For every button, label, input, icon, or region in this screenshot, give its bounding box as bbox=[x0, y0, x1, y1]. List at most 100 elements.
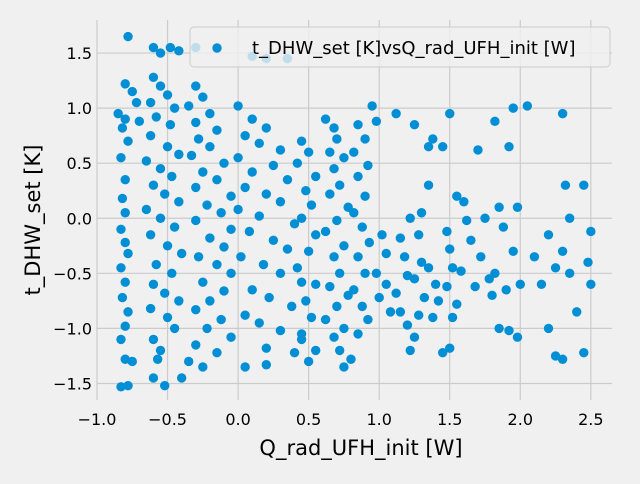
data-point bbox=[385, 307, 396, 317]
data-point bbox=[116, 263, 126, 273]
data-point bbox=[353, 119, 363, 130]
x-axis-ticks: −1.0 −0.5 0.0 0.5 1.0 1.5 2.0 2.5 bbox=[78, 410, 604, 429]
data-point bbox=[487, 290, 497, 301]
data-point bbox=[501, 285, 511, 295]
data-point bbox=[169, 222, 180, 232]
data-point bbox=[120, 79, 130, 89]
data-point bbox=[169, 103, 180, 113]
data-point bbox=[226, 224, 236, 234]
data-point bbox=[145, 97, 156, 108]
data-point bbox=[363, 314, 373, 325]
legend-box bbox=[189, 26, 611, 68]
x-tick-label: −0.5 bbox=[148, 410, 187, 429]
data-point bbox=[306, 200, 317, 210]
data-point bbox=[247, 114, 257, 124]
data-point bbox=[498, 222, 509, 232]
data-point bbox=[155, 345, 166, 356]
data-point bbox=[371, 268, 382, 279]
data-point bbox=[155, 213, 166, 223]
data-point bbox=[353, 171, 363, 182]
data-point bbox=[515, 279, 525, 290]
data-point bbox=[169, 323, 180, 334]
data-point bbox=[205, 233, 215, 243]
data-point bbox=[329, 163, 339, 174]
data-point bbox=[557, 246, 568, 257]
data-point bbox=[334, 268, 345, 279]
data-point bbox=[325, 189, 335, 199]
data-point bbox=[282, 175, 293, 185]
data-point bbox=[198, 362, 208, 372]
data-point bbox=[258, 259, 269, 270]
data-point bbox=[244, 226, 255, 237]
data-point bbox=[579, 347, 589, 358]
y-tick-label: 0.5 bbox=[67, 154, 92, 173]
data-point bbox=[564, 213, 575, 223]
data-point bbox=[289, 347, 300, 358]
data-point bbox=[473, 145, 483, 155]
data-point bbox=[233, 101, 243, 111]
data-point bbox=[564, 268, 575, 279]
data-point bbox=[586, 226, 596, 237]
data-point bbox=[310, 279, 321, 290]
data-point bbox=[120, 175, 130, 185]
data-point bbox=[461, 215, 472, 226]
data-point bbox=[353, 329, 363, 339]
data-point bbox=[329, 123, 339, 133]
data-point bbox=[423, 180, 434, 190]
data-point bbox=[165, 42, 176, 53]
data-point bbox=[116, 152, 126, 163]
data-point bbox=[349, 147, 359, 157]
data-point bbox=[339, 362, 349, 372]
data-point bbox=[360, 268, 370, 279]
data-point bbox=[325, 281, 335, 292]
x-axis-label: Q_rad_UFH_init [W] bbox=[259, 436, 462, 461]
data-point bbox=[151, 259, 161, 270]
data-point bbox=[395, 233, 406, 243]
data-point bbox=[268, 235, 279, 245]
data-point bbox=[212, 259, 222, 270]
data-point bbox=[127, 356, 137, 367]
y-axis-ticks: −1.5 −1.0 −0.5 0.0 0.5 1.0 1.5 bbox=[53, 44, 92, 393]
data-point bbox=[219, 242, 229, 252]
data-point bbox=[442, 226, 452, 237]
data-point bbox=[148, 72, 159, 82]
data-point bbox=[349, 285, 359, 295]
data-point bbox=[557, 354, 568, 364]
data-point bbox=[120, 114, 130, 124]
data-point bbox=[174, 197, 184, 207]
data-point bbox=[349, 208, 359, 218]
data-point bbox=[423, 141, 434, 152]
data-point bbox=[282, 244, 293, 254]
data-point bbox=[292, 263, 303, 273]
data-point bbox=[205, 296, 215, 306]
data-point bbox=[391, 108, 401, 119]
data-point bbox=[289, 219, 300, 229]
data-point bbox=[428, 312, 438, 323]
data-point bbox=[306, 312, 317, 323]
data-point bbox=[162, 241, 173, 251]
data-point bbox=[428, 134, 438, 144]
data-point bbox=[268, 160, 279, 171]
data-point bbox=[120, 277, 130, 287]
data-point bbox=[320, 114, 331, 124]
data-point bbox=[167, 268, 177, 279]
data-point bbox=[310, 345, 321, 356]
data-point bbox=[120, 208, 130, 218]
data-point bbox=[141, 204, 152, 215]
x-tick-label: −1.0 bbox=[78, 410, 117, 429]
data-point bbox=[176, 373, 187, 383]
data-point bbox=[339, 323, 349, 334]
data-point bbox=[536, 279, 547, 290]
data-point bbox=[198, 92, 208, 102]
data-point bbox=[445, 108, 455, 119]
data-point bbox=[310, 230, 321, 240]
data-point bbox=[216, 314, 226, 325]
data-point bbox=[332, 301, 342, 312]
data-point bbox=[371, 116, 382, 127]
data-point bbox=[116, 382, 126, 392]
data-point bbox=[504, 325, 514, 336]
data-point bbox=[240, 182, 250, 193]
data-point bbox=[303, 147, 314, 157]
data-point bbox=[357, 222, 367, 232]
